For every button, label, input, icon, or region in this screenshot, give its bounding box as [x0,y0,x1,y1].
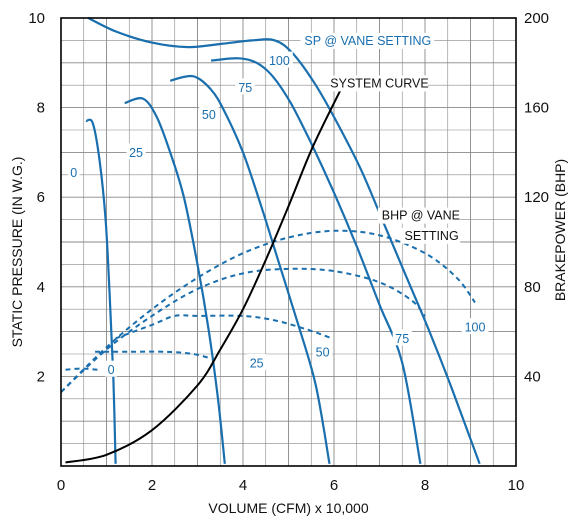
bhp-curve-50 [115,314,333,340]
sp-label-0-bg [67,163,80,180]
sp-label-0-text: 0 [70,166,77,180]
y-right-tick-label: 160 [524,100,549,117]
bhp-curve-0 [65,367,98,371]
bhp-label-25-bg [247,353,267,370]
bhp-label-0: 0 [105,360,117,377]
sp-curve-75 [210,57,422,464]
bhp-label-100-bg [461,318,489,335]
sp-label-50-bg [199,105,219,122]
sp-label-25-bg [126,143,146,160]
y-right-tick-label: 200 [524,10,549,27]
sp-title-bg [300,32,435,49]
curve-labels: 100 75 50 25 0 100 75 50 25 0 [67,51,489,377]
y-right-tick-label: 80 [524,279,541,296]
bhp-label-75-bg [392,329,412,346]
system-curve [65,84,344,464]
tick-labels: 0 2 4 6 8 10 2 4 6 8 10 40 80 120 160 200 [28,10,549,494]
bhp-label-100: 100 [461,318,489,335]
bhp-title-line-2: SETTING [405,229,459,243]
bhp-label-50-bg [313,342,333,359]
x-tick-label: 4 [239,477,247,494]
bhp-title-2-bg [400,227,461,244]
x-tick-label: 10 [508,477,525,494]
static-pressure-curves [85,17,481,465]
y-left-tick-label: 10 [28,10,45,27]
sp-curve-100 [87,17,481,465]
bhp-label-0-bg [105,360,117,377]
sp-curve-25 [124,97,226,464]
bhp-label-75: 75 [392,329,412,346]
y-right-axis-title: BRAKEPOWER (BHP) [552,159,568,301]
sp-label-25-text: 25 [129,146,143,160]
sp-label-0: 0 [67,163,80,180]
sp-curve-0 [85,118,117,464]
system-curve-line [65,84,344,464]
x-tick-label: 8 [421,477,429,494]
sp-label-50: 50 [199,105,219,122]
x-axis-title: VOLUME (CFM) x 10,000 [208,500,368,516]
bhp-curves [60,229,476,393]
sp-label-100-text: 100 [269,54,290,68]
system-curve-label: SYSTEM CURVE [330,76,428,90]
y-right-tick-label: 120 [524,189,549,206]
y-left-tick-label: 4 [37,279,45,296]
x-tick-label: 2 [148,477,156,494]
bhp-label-50: 50 [313,342,333,359]
bhp-label-25-text: 25 [250,356,264,370]
sp-label-75-text: 75 [238,81,252,95]
x-tick-label: 0 [57,477,65,494]
bhp-label-25: 25 [247,353,267,370]
sp-label-75-bg [235,78,255,95]
grid [61,18,516,466]
bhp-title-line-1: BHP @ VANE [382,209,460,223]
sp-label-25: 25 [126,143,146,160]
sp-label-75: 75 [235,78,255,95]
bhp-label-100-text: 100 [465,321,486,335]
sp-label-100-bg [266,51,293,68]
y-left-axis-title: STATIC PRESSURE (IN W.G.) [9,157,25,348]
bhp-label-50-text: 50 [316,345,330,359]
sp-curve-50 [169,74,331,464]
sp-label-50-text: 50 [202,108,216,122]
bhp-label-0-text: 0 [108,363,115,377]
sp-title: SP @ VANE SETTING [304,34,431,48]
plot-frame [60,17,517,467]
bhp-label-75-text: 75 [395,332,409,346]
sp-label-100: 100 [266,51,293,68]
y-right-tick-label: 40 [524,368,541,385]
bhp-title-1-bg [377,207,460,224]
x-tick-label: 6 [330,477,338,494]
y-left-tick-label: 6 [37,189,45,206]
y-left-tick-label: 8 [37,100,45,117]
y-left-tick-label: 2 [37,368,45,385]
annotations: SP @ VANE SETTING BHP @ VANE SETTING SYS… [300,32,461,244]
bhp-curve-75 [60,267,426,393]
system-label-bg [331,75,428,92]
